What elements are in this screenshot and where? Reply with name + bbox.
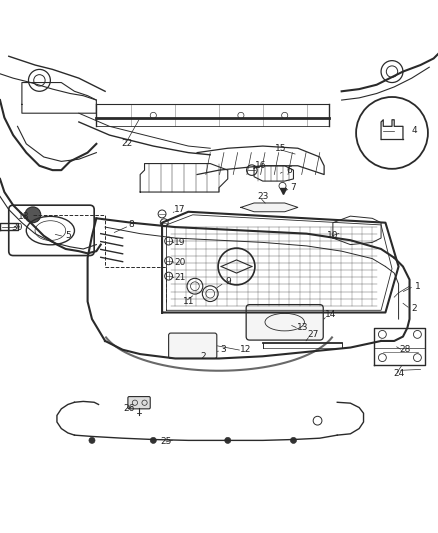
Text: 21: 21 bbox=[174, 273, 185, 282]
Text: 2: 2 bbox=[411, 304, 417, 313]
Text: 13: 13 bbox=[297, 324, 308, 332]
FancyBboxPatch shape bbox=[169, 333, 217, 359]
Circle shape bbox=[225, 437, 231, 443]
Text: 9: 9 bbox=[225, 277, 231, 286]
Text: 24: 24 bbox=[393, 369, 404, 378]
Text: 7: 7 bbox=[290, 183, 297, 192]
Text: 19: 19 bbox=[174, 238, 185, 247]
Text: 1: 1 bbox=[415, 282, 421, 290]
Text: 20: 20 bbox=[174, 257, 185, 266]
Text: 2: 2 bbox=[201, 352, 206, 361]
Circle shape bbox=[218, 248, 255, 285]
Circle shape bbox=[150, 437, 156, 443]
Text: 3: 3 bbox=[220, 345, 226, 354]
Text: 28: 28 bbox=[399, 345, 411, 354]
Text: 14: 14 bbox=[325, 310, 336, 319]
Text: 15: 15 bbox=[275, 144, 286, 153]
Text: 8: 8 bbox=[128, 220, 134, 229]
FancyBboxPatch shape bbox=[246, 304, 323, 340]
Circle shape bbox=[165, 257, 173, 265]
Text: 30: 30 bbox=[11, 223, 22, 231]
Circle shape bbox=[202, 286, 218, 302]
Circle shape bbox=[25, 207, 41, 223]
Text: 11: 11 bbox=[183, 297, 194, 306]
Text: 18: 18 bbox=[18, 212, 30, 221]
Text: 16: 16 bbox=[255, 161, 266, 170]
Text: 4: 4 bbox=[411, 126, 417, 135]
Text: 6: 6 bbox=[286, 166, 292, 175]
Text: 22: 22 bbox=[121, 139, 133, 148]
Circle shape bbox=[290, 437, 297, 443]
Circle shape bbox=[165, 272, 173, 280]
Text: 10: 10 bbox=[327, 231, 339, 240]
Circle shape bbox=[247, 165, 257, 175]
Text: 26: 26 bbox=[124, 405, 135, 414]
Circle shape bbox=[89, 437, 95, 443]
Text: 27: 27 bbox=[307, 330, 319, 339]
Text: 17: 17 bbox=[174, 205, 185, 214]
Text: 12: 12 bbox=[240, 345, 251, 354]
Text: 5: 5 bbox=[65, 231, 71, 240]
FancyBboxPatch shape bbox=[128, 397, 150, 409]
Circle shape bbox=[356, 97, 428, 169]
Circle shape bbox=[165, 237, 173, 245]
Circle shape bbox=[160, 219, 168, 227]
Text: 23: 23 bbox=[257, 192, 268, 201]
Text: 25: 25 bbox=[161, 437, 172, 446]
Circle shape bbox=[158, 210, 166, 218]
Polygon shape bbox=[241, 203, 298, 212]
Circle shape bbox=[187, 278, 203, 294]
